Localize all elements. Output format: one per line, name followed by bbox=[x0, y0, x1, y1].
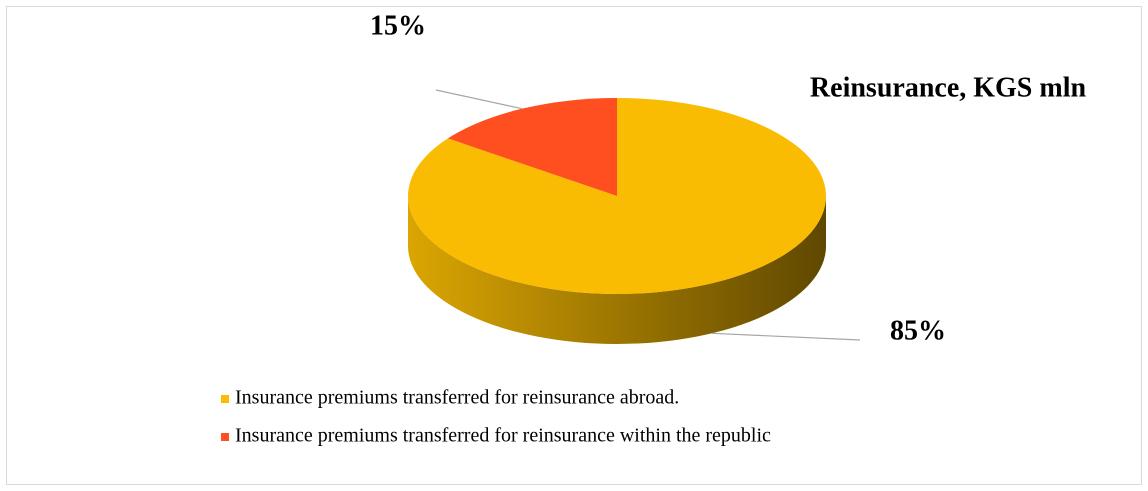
legend-swatch bbox=[221, 395, 229, 403]
pie-slice bbox=[408, 98, 826, 295]
data-label: 85% bbox=[890, 315, 946, 346]
pie-side-shade bbox=[408, 196, 826, 344]
leader-line bbox=[711, 332, 861, 341]
leader-line bbox=[435, 89, 523, 110]
chart-title: Reinsurance, KGS mln bbox=[810, 72, 1087, 103]
legend-label: Insurance premiums transferred for reins… bbox=[235, 387, 679, 409]
legend-label: Insurance premiums transferred for reins… bbox=[235, 425, 771, 447]
legend-swatch bbox=[221, 433, 229, 441]
data-label: 15% bbox=[370, 10, 426, 41]
pie-slice bbox=[447, 98, 617, 196]
